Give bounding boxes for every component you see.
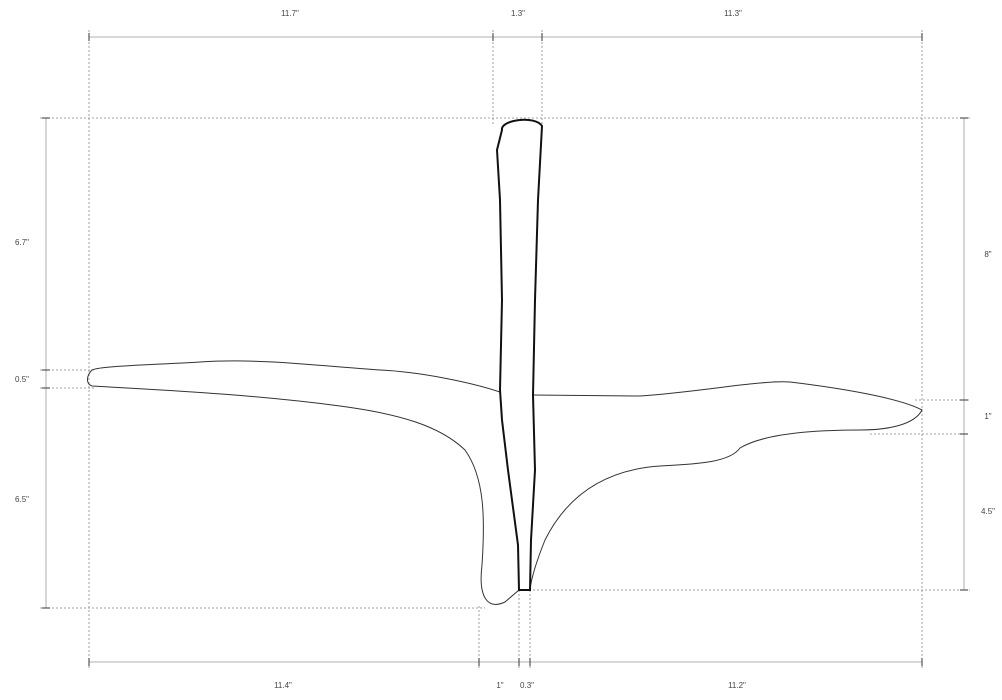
dimension-label: 11.2": [728, 681, 746, 690]
dimension-label: 1.3": [511, 9, 525, 18]
cross-outline: [87, 360, 923, 605]
dimension-label: 0.5": [15, 375, 29, 384]
dimension-label: 1": [984, 412, 991, 421]
dimension-labels: 11.7" 1.3" 11.3" 6.7" 0.5" 6.5" 8" 1" 4.…: [15, 9, 995, 690]
dimension-lines: [42, 33, 968, 666]
dimension-label: 11.4": [274, 681, 292, 690]
dimension-label: 8": [984, 250, 991, 259]
dimension-label: 6.7": [15, 238, 29, 247]
vertical-piece: [495, 118, 544, 591]
dimension-label: 11.7": [281, 9, 299, 18]
dimension-label: 0.3": [520, 681, 534, 690]
dimension-label: 11.3": [724, 9, 742, 18]
dimension-label: 6.5": [15, 495, 29, 504]
dimension-label: 1": [496, 681, 503, 690]
dimension-label: 4.5": [981, 507, 995, 516]
